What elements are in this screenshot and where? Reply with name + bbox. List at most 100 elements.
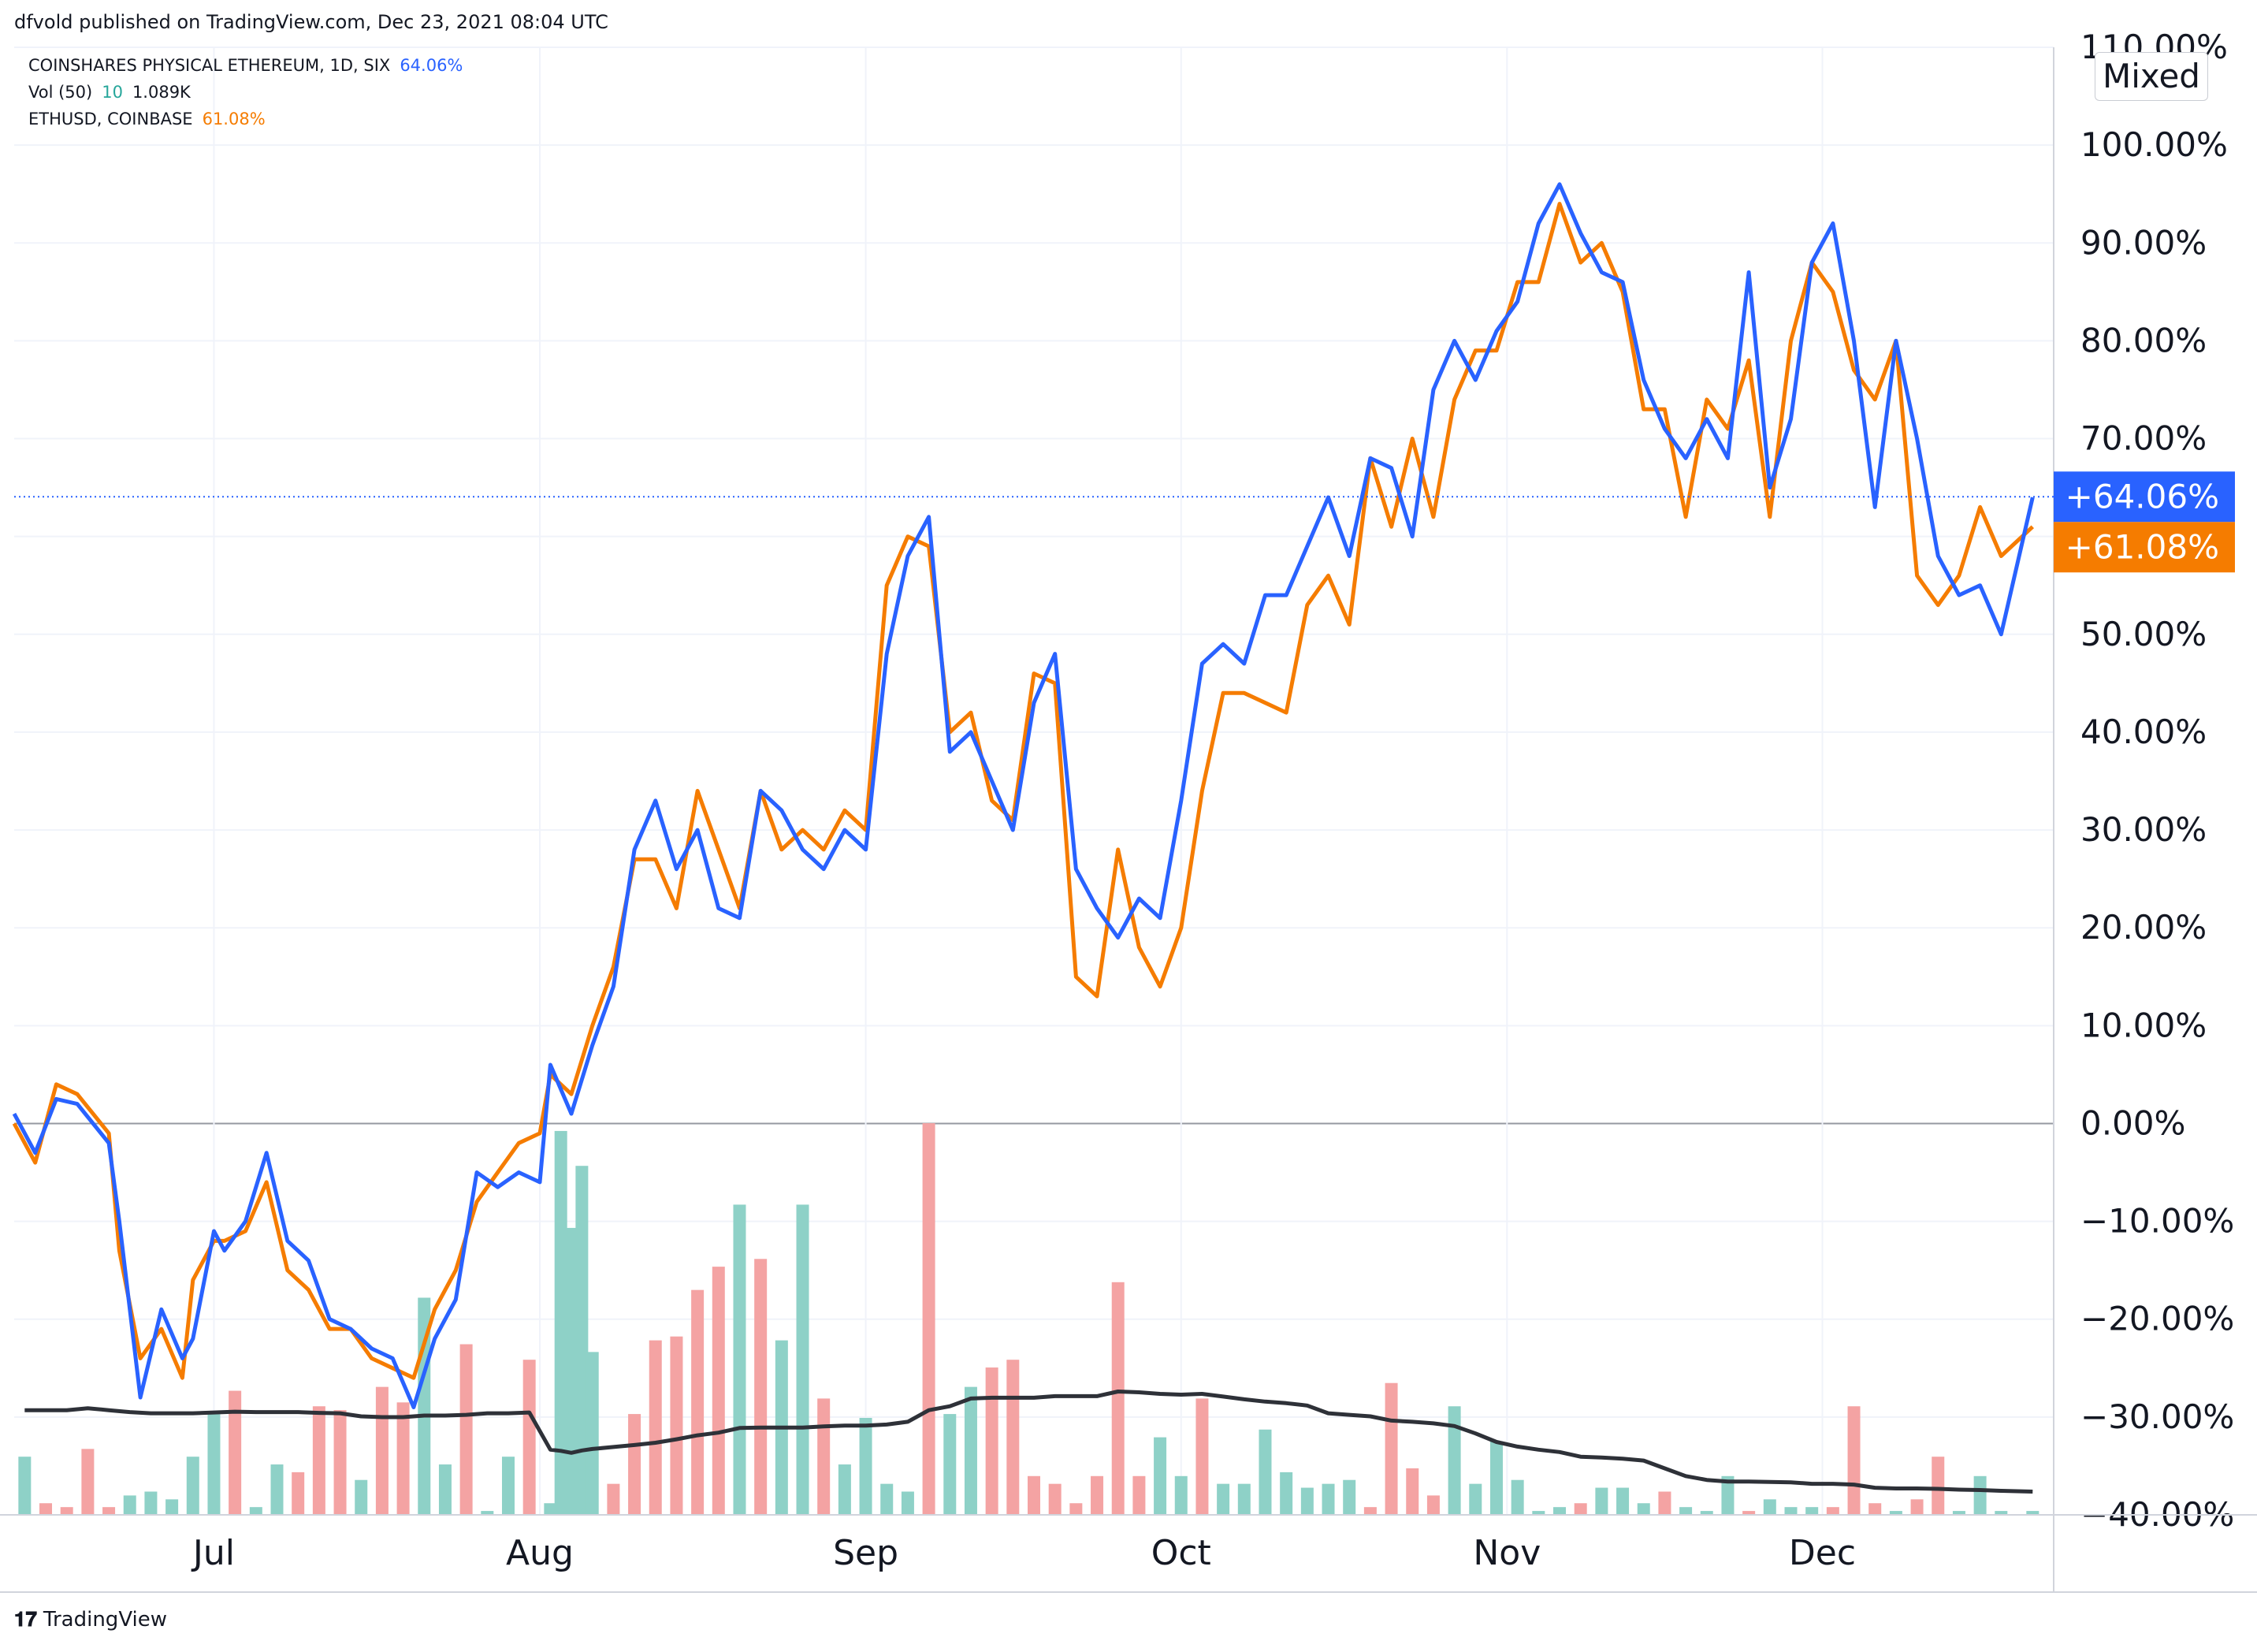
volume-bar xyxy=(1091,1475,1104,1515)
volume-bar xyxy=(144,1491,158,1515)
x-tick-label: Oct xyxy=(1151,1533,1211,1573)
last-value-text: +64.06% xyxy=(2066,477,2219,515)
volume-bar xyxy=(312,1406,325,1515)
legend-value: 10 xyxy=(102,83,123,102)
legend-value: 61.08% xyxy=(202,110,266,128)
legend-label: COINSHARES PHYSICAL ETHEREUM, 1D, SIX xyxy=(28,56,391,75)
volume-bar xyxy=(1048,1483,1062,1515)
volume-bar xyxy=(1742,1511,1756,1515)
volume-bar xyxy=(544,1503,557,1515)
volume-bar xyxy=(522,1360,536,1515)
volume-bar xyxy=(1259,1429,1272,1515)
volume-bar xyxy=(1973,1475,1987,1515)
volume-bar xyxy=(1574,1503,1587,1515)
volume-bar xyxy=(964,1386,977,1515)
volume-bar xyxy=(481,1511,494,1515)
volume-bar xyxy=(1280,1472,1293,1515)
volume-bar xyxy=(1532,1511,1545,1515)
volume-bar xyxy=(1363,1507,1377,1515)
volume-bar xyxy=(1132,1475,1146,1515)
last-value-badge xyxy=(2054,471,2235,523)
volume-bar xyxy=(1406,1468,1419,1515)
volume-bar xyxy=(1217,1483,1230,1515)
volume-bar xyxy=(1784,1507,1798,1515)
y-tick-label: 20.00% xyxy=(2080,908,2207,947)
volume-bar xyxy=(249,1507,262,1515)
volume-bar xyxy=(1679,1507,1693,1515)
volume-bar xyxy=(901,1491,914,1515)
legend-row-etp[interactable]: COINSHARES PHYSICAL ETHEREUM, 1D, SIX 64.… xyxy=(28,52,463,79)
volume-bar xyxy=(1111,1282,1125,1515)
volume-bar xyxy=(607,1483,620,1515)
volume-bar xyxy=(81,1449,95,1515)
last-value-text: +61.08% xyxy=(2066,527,2219,566)
volume-bar xyxy=(733,1204,746,1515)
volume-bar xyxy=(1426,1495,1440,1515)
legend-label: ETHUSD, COINBASE xyxy=(28,110,193,128)
volume-bar xyxy=(123,1495,136,1515)
volume-bar xyxy=(1952,1511,1965,1515)
volume-bar xyxy=(1469,1483,1482,1515)
volume-bar xyxy=(1006,1360,1020,1515)
volume-bar xyxy=(1805,1507,1819,1515)
y-tick-label: 10.00% xyxy=(2080,1006,2207,1044)
volume-bar xyxy=(586,1352,599,1515)
volume-bar xyxy=(375,1386,389,1515)
y-tick-label: −10.00% xyxy=(2080,1202,2234,1241)
volume-bar xyxy=(1826,1507,1839,1515)
y-tick-label: 30.00% xyxy=(2080,810,2207,849)
volume-bar xyxy=(943,1414,957,1515)
volume-bar xyxy=(1868,1503,1882,1515)
volume-bar xyxy=(1700,1511,1713,1515)
legend-row-volume[interactable]: Vol (50) 10 1.089K xyxy=(28,79,463,106)
volume-bar xyxy=(1995,1511,2008,1515)
volume-bar xyxy=(712,1267,725,1515)
series-line-eth-etp xyxy=(12,182,2035,1409)
volume-ma-line xyxy=(24,1390,2033,1494)
volume-bar xyxy=(39,1503,53,1515)
volume-bar xyxy=(165,1499,179,1515)
volume-bar xyxy=(229,1390,242,1515)
volume-bar xyxy=(1595,1487,1608,1515)
last-value-labels: +64.06% +61.08% xyxy=(14,471,2235,573)
volume-bar xyxy=(554,1130,567,1515)
y-tick-label: 90.00% xyxy=(2080,223,2207,262)
volume-bars xyxy=(18,1123,2039,1515)
volume-bar xyxy=(1847,1406,1861,1515)
volume-bar xyxy=(817,1398,831,1515)
volume-bar xyxy=(270,1464,284,1515)
volume-bar xyxy=(1932,1457,1945,1515)
volume-bar xyxy=(1069,1503,1083,1515)
volume-bar xyxy=(649,1340,662,1515)
last-value-badge xyxy=(2054,522,2235,573)
x-tick-label: Sep xyxy=(833,1533,898,1573)
legend-value-2: 1.089K xyxy=(132,83,191,102)
y-tick-label: −20.00% xyxy=(2080,1300,2234,1338)
volume-bar xyxy=(1637,1503,1650,1515)
volume-bar xyxy=(1489,1441,1503,1515)
tradingview-brand: TradingView xyxy=(43,1608,168,1632)
volume-bar xyxy=(459,1344,473,1515)
series-line-ethusd xyxy=(12,202,2035,1380)
tradingview-logo[interactable]: 𝟏𝟕 TradingView xyxy=(14,1608,167,1632)
scale-mode-button[interactable]: Mixed xyxy=(2095,52,2208,101)
volume-bar xyxy=(691,1289,705,1515)
volume-bar xyxy=(922,1123,935,1515)
volume-bar xyxy=(1448,1406,1461,1515)
volume-bar xyxy=(1763,1499,1776,1515)
volume-bar xyxy=(2026,1511,2039,1515)
volume-bar xyxy=(565,1227,578,1515)
volume-bar xyxy=(1174,1475,1188,1515)
y-tick-label: −30.00% xyxy=(2080,1397,2234,1436)
volume-bar xyxy=(1322,1483,1335,1515)
y-tick-label: 70.00% xyxy=(2080,419,2207,458)
legend-row-ethusd[interactable]: ETHUSD, COINBASE 61.08% xyxy=(28,106,463,132)
volume-bar xyxy=(186,1457,199,1515)
y-tick-label: 80.00% xyxy=(2080,321,2207,359)
volume-bar xyxy=(1028,1475,1040,1515)
volume-bar xyxy=(1154,1437,1167,1515)
volume-ma-line xyxy=(24,1390,2033,1494)
volume-bar xyxy=(1511,1479,1524,1515)
y-tick-label: 50.00% xyxy=(2080,615,2207,653)
